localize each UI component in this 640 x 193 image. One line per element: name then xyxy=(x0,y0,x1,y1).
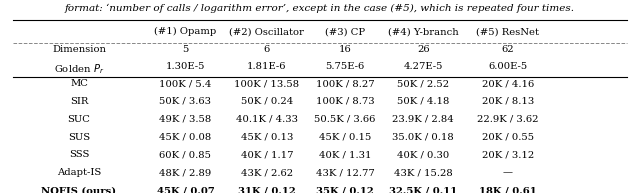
Text: 1.30E-5: 1.30E-5 xyxy=(166,62,205,71)
Text: 50K / 0.24: 50K / 0.24 xyxy=(241,97,293,106)
Text: 40K / 1.31: 40K / 1.31 xyxy=(319,150,371,159)
Text: 50K / 4.18: 50K / 4.18 xyxy=(397,97,449,106)
Text: 50K / 2.52: 50K / 2.52 xyxy=(397,79,449,88)
Text: 60K / 0.85: 60K / 0.85 xyxy=(159,150,211,159)
Text: 35K / 0.12: 35K / 0.12 xyxy=(316,186,374,193)
Text: 1.81E-6: 1.81E-6 xyxy=(247,62,287,71)
Text: (#3) CP: (#3) CP xyxy=(325,27,365,36)
Text: 40K / 1.17: 40K / 1.17 xyxy=(241,150,293,159)
Text: SSS: SSS xyxy=(69,150,89,159)
Text: SUC: SUC xyxy=(68,115,90,124)
Text: 43K / 12.77: 43K / 12.77 xyxy=(316,168,374,177)
Text: 4.27E-5: 4.27E-5 xyxy=(404,62,443,71)
Text: 20K / 3.12: 20K / 3.12 xyxy=(482,150,534,159)
Text: 45K / 0.15: 45K / 0.15 xyxy=(319,133,371,142)
Text: 6.00E-5: 6.00E-5 xyxy=(488,62,527,71)
Text: (#4) Y-branch: (#4) Y-branch xyxy=(388,27,459,36)
Text: 35.0K / 0.18: 35.0K / 0.18 xyxy=(392,133,454,142)
Text: Dimension: Dimension xyxy=(52,45,106,54)
Text: (#1) Opamp: (#1) Opamp xyxy=(154,27,216,36)
Text: SIR: SIR xyxy=(70,97,88,106)
Text: 100K / 13.58: 100K / 13.58 xyxy=(234,79,300,88)
Text: 62: 62 xyxy=(502,45,514,54)
Text: 16: 16 xyxy=(339,45,351,54)
Text: SUS: SUS xyxy=(68,133,90,142)
Text: 43K / 2.62: 43K / 2.62 xyxy=(241,168,293,177)
Text: 26: 26 xyxy=(417,45,429,54)
Text: 31K / 0.12: 31K / 0.12 xyxy=(238,186,296,193)
Text: 20K / 8.13: 20K / 8.13 xyxy=(482,97,534,106)
Text: Golden $P_r$: Golden $P_r$ xyxy=(54,62,104,76)
Text: 18K / 0.61: 18K / 0.61 xyxy=(479,186,537,193)
Text: 40.1K / 4.33: 40.1K / 4.33 xyxy=(236,115,298,124)
Text: 48K / 2.89: 48K / 2.89 xyxy=(159,168,212,177)
Text: MC: MC xyxy=(70,79,88,88)
Text: 6: 6 xyxy=(264,45,270,54)
Text: 5.75E-6: 5.75E-6 xyxy=(325,62,365,71)
Text: 40K / 0.30: 40K / 0.30 xyxy=(397,150,449,159)
Text: 100K / 5.4: 100K / 5.4 xyxy=(159,79,212,88)
Text: 23.9K / 2.84: 23.9K / 2.84 xyxy=(392,115,454,124)
Text: (#2) Oscillator: (#2) Oscillator xyxy=(229,27,304,36)
Text: 20K / 4.16: 20K / 4.16 xyxy=(482,79,534,88)
Text: —: — xyxy=(503,168,513,177)
Text: 45K / 0.08: 45K / 0.08 xyxy=(159,133,212,142)
Text: 45K / 0.13: 45K / 0.13 xyxy=(241,133,293,142)
Text: (#5) ResNet: (#5) ResNet xyxy=(476,27,540,36)
Text: 32.5K / 0.11: 32.5K / 0.11 xyxy=(389,186,458,193)
Text: 49K / 3.58: 49K / 3.58 xyxy=(159,115,212,124)
Text: 50.5K / 3.66: 50.5K / 3.66 xyxy=(314,115,376,124)
Text: 43K / 15.28: 43K / 15.28 xyxy=(394,168,452,177)
Text: NOFIS (ours): NOFIS (ours) xyxy=(42,186,116,193)
Text: 50K / 3.63: 50K / 3.63 xyxy=(159,97,211,106)
Text: 20K / 0.55: 20K / 0.55 xyxy=(482,133,534,142)
Text: 22.9K / 3.62: 22.9K / 3.62 xyxy=(477,115,538,124)
Text: 45K / 0.07: 45K / 0.07 xyxy=(157,186,214,193)
Text: 100K / 8.73: 100K / 8.73 xyxy=(316,97,374,106)
Text: format: ‘number of calls / logarithm error’, except in the case (#5), which is r: format: ‘number of calls / logarithm err… xyxy=(65,3,575,13)
Text: Adapt-IS: Adapt-IS xyxy=(57,168,101,177)
Text: 5: 5 xyxy=(182,45,189,54)
Text: 100K / 8.27: 100K / 8.27 xyxy=(316,79,374,88)
